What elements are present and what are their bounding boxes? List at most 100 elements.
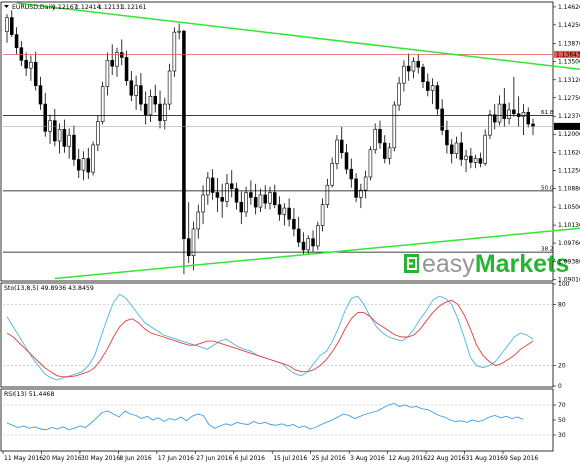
date-axis: 11 May 2016 20 May 2016 30 May 2016 8 Jun 2… bbox=[2, 451, 538, 462]
candle-body bbox=[29, 61, 33, 69]
candle-body bbox=[196, 211, 201, 230]
collapse-arrow-icon[interactable] bbox=[4, 5, 9, 8]
candle-body bbox=[445, 130, 449, 146]
price-tick-label: 1.10130 bbox=[558, 222, 580, 229]
candle-body bbox=[24, 60, 28, 69]
date-tick-label: 3 Aug 2016 bbox=[350, 455, 385, 462]
candle-body bbox=[478, 158, 483, 164]
candle-body bbox=[397, 82, 401, 106]
candle-body bbox=[48, 120, 52, 132]
candle-body bbox=[402, 65, 406, 84]
axes: 1.14620 1.14250 1.13870 1.13500 1.13120 1.127… bbox=[553, 4, 580, 439]
candle-body bbox=[5, 17, 9, 32]
candle-body bbox=[526, 112, 530, 125]
date-tick-label: 17 Jun 2016 bbox=[158, 455, 194, 462]
candle-body bbox=[454, 142, 459, 154]
candle-body bbox=[492, 114, 497, 123]
price-tick-label: 1.14250 bbox=[558, 22, 580, 29]
date-tick-label: 22 Aug 2016 bbox=[427, 455, 466, 462]
price-tick-label: 1.09760 bbox=[558, 240, 580, 247]
candle-body bbox=[411, 61, 416, 72]
fib-level-label: 50.0 bbox=[541, 185, 554, 191]
candle-body bbox=[86, 158, 91, 173]
price-tick-label: 1.13120 bbox=[558, 77, 580, 84]
date-tick-label: 11 May 2016 bbox=[4, 455, 43, 462]
ohlc-open: 1.12167 bbox=[52, 4, 78, 11]
candle-body bbox=[153, 96, 158, 105]
candle-body bbox=[368, 149, 373, 178]
candle-body bbox=[473, 158, 478, 163]
price-tick-label: 1.10500 bbox=[558, 204, 580, 211]
price-tick-label: 1.11620 bbox=[558, 150, 580, 157]
candle-body bbox=[277, 204, 282, 215]
rsi-tick-label: 50 bbox=[558, 417, 566, 424]
candle-body bbox=[282, 207, 287, 215]
rsi-tick-label: 70 bbox=[558, 402, 566, 409]
date-tick-label: 8 Jun 2016 bbox=[119, 455, 151, 462]
fib-level-label: 38.2 bbox=[541, 247, 553, 253]
candle-body bbox=[119, 52, 124, 58]
rsi-pane[interactable]: RSI(13) 51.4468 bbox=[0, 388, 554, 452]
candle-body bbox=[167, 70, 172, 105]
candle-body bbox=[163, 103, 167, 121]
resistance-price-tag: 1.13643 bbox=[556, 52, 580, 59]
date-tick-label: 25 Jul 2016 bbox=[312, 455, 346, 462]
candle-body bbox=[521, 112, 526, 118]
price-tick-label: 1.12370 bbox=[558, 113, 580, 120]
candle-body bbox=[115, 52, 119, 67]
fib-level-label: 61.8 bbox=[541, 110, 554, 116]
candle-body bbox=[488, 114, 492, 136]
candle-body bbox=[43, 103, 48, 132]
candle-body bbox=[129, 80, 134, 96]
candle-body bbox=[449, 144, 454, 154]
date-tick-label: 30 May 2016 bbox=[81, 455, 120, 462]
candle-body bbox=[292, 218, 296, 230]
stochastic-pane[interactable]: Sto(13,8,5) 49.8936 43.8459 bbox=[0, 282, 554, 388]
rsi-line bbox=[6, 403, 524, 431]
candle-body bbox=[426, 81, 430, 91]
candle-body bbox=[57, 129, 62, 142]
candle-body bbox=[373, 129, 377, 151]
price-pane[interactable]: 61.8 50.0 38.2 EURUSD,Daily 1.12167 1.1241… bbox=[0, 1, 580, 282]
candle-body bbox=[234, 188, 239, 203]
candle-body bbox=[464, 155, 468, 160]
stochastic-lines bbox=[3, 293, 553, 381]
svg-text:easyMarkets: easyMarkets bbox=[422, 250, 569, 278]
candle-body bbox=[435, 85, 440, 110]
rsi-lines bbox=[3, 403, 553, 436]
candle-body bbox=[296, 228, 301, 243]
candle-body bbox=[430, 85, 435, 91]
candle-body bbox=[67, 134, 71, 147]
candle-body bbox=[502, 103, 507, 119]
trendline bbox=[54, 227, 580, 280]
candle-body bbox=[344, 152, 349, 170]
candle-body bbox=[134, 85, 138, 96]
resistance-price-tag-bg bbox=[554, 50, 580, 58]
candlestick-series bbox=[5, 10, 535, 275]
current-price-tag-bg bbox=[554, 122, 580, 130]
candle-body bbox=[387, 147, 392, 159]
price-tick-label: 1.09010 bbox=[558, 277, 580, 284]
candle-body bbox=[512, 109, 516, 115]
date-tick-label: 20 May 2016 bbox=[42, 455, 81, 462]
candle-body bbox=[172, 31, 177, 72]
candle-body bbox=[38, 85, 43, 105]
stoch-tick-label: 100 bbox=[558, 281, 570, 288]
candle-body bbox=[507, 109, 511, 119]
candle-body bbox=[91, 144, 95, 173]
date-tick-label: 27 Jun 2016 bbox=[196, 455, 232, 462]
price-tick-label: 1.13870 bbox=[558, 40, 580, 47]
candle-body bbox=[244, 192, 248, 213]
date-tick-label: 15 Jul 2016 bbox=[273, 455, 307, 462]
candle-body bbox=[253, 197, 258, 208]
candle-body bbox=[311, 238, 315, 247]
candle-body bbox=[81, 158, 86, 171]
candle-body bbox=[10, 17, 14, 35]
candle-body bbox=[177, 30, 181, 33]
price-tick-label: 1.14620 bbox=[558, 4, 580, 11]
stoch-tick-label: 20 bbox=[558, 363, 566, 370]
candle-body bbox=[215, 192, 220, 198]
symbol-label: EURUSD,Daily bbox=[12, 4, 56, 11]
candle-body bbox=[483, 134, 487, 164]
